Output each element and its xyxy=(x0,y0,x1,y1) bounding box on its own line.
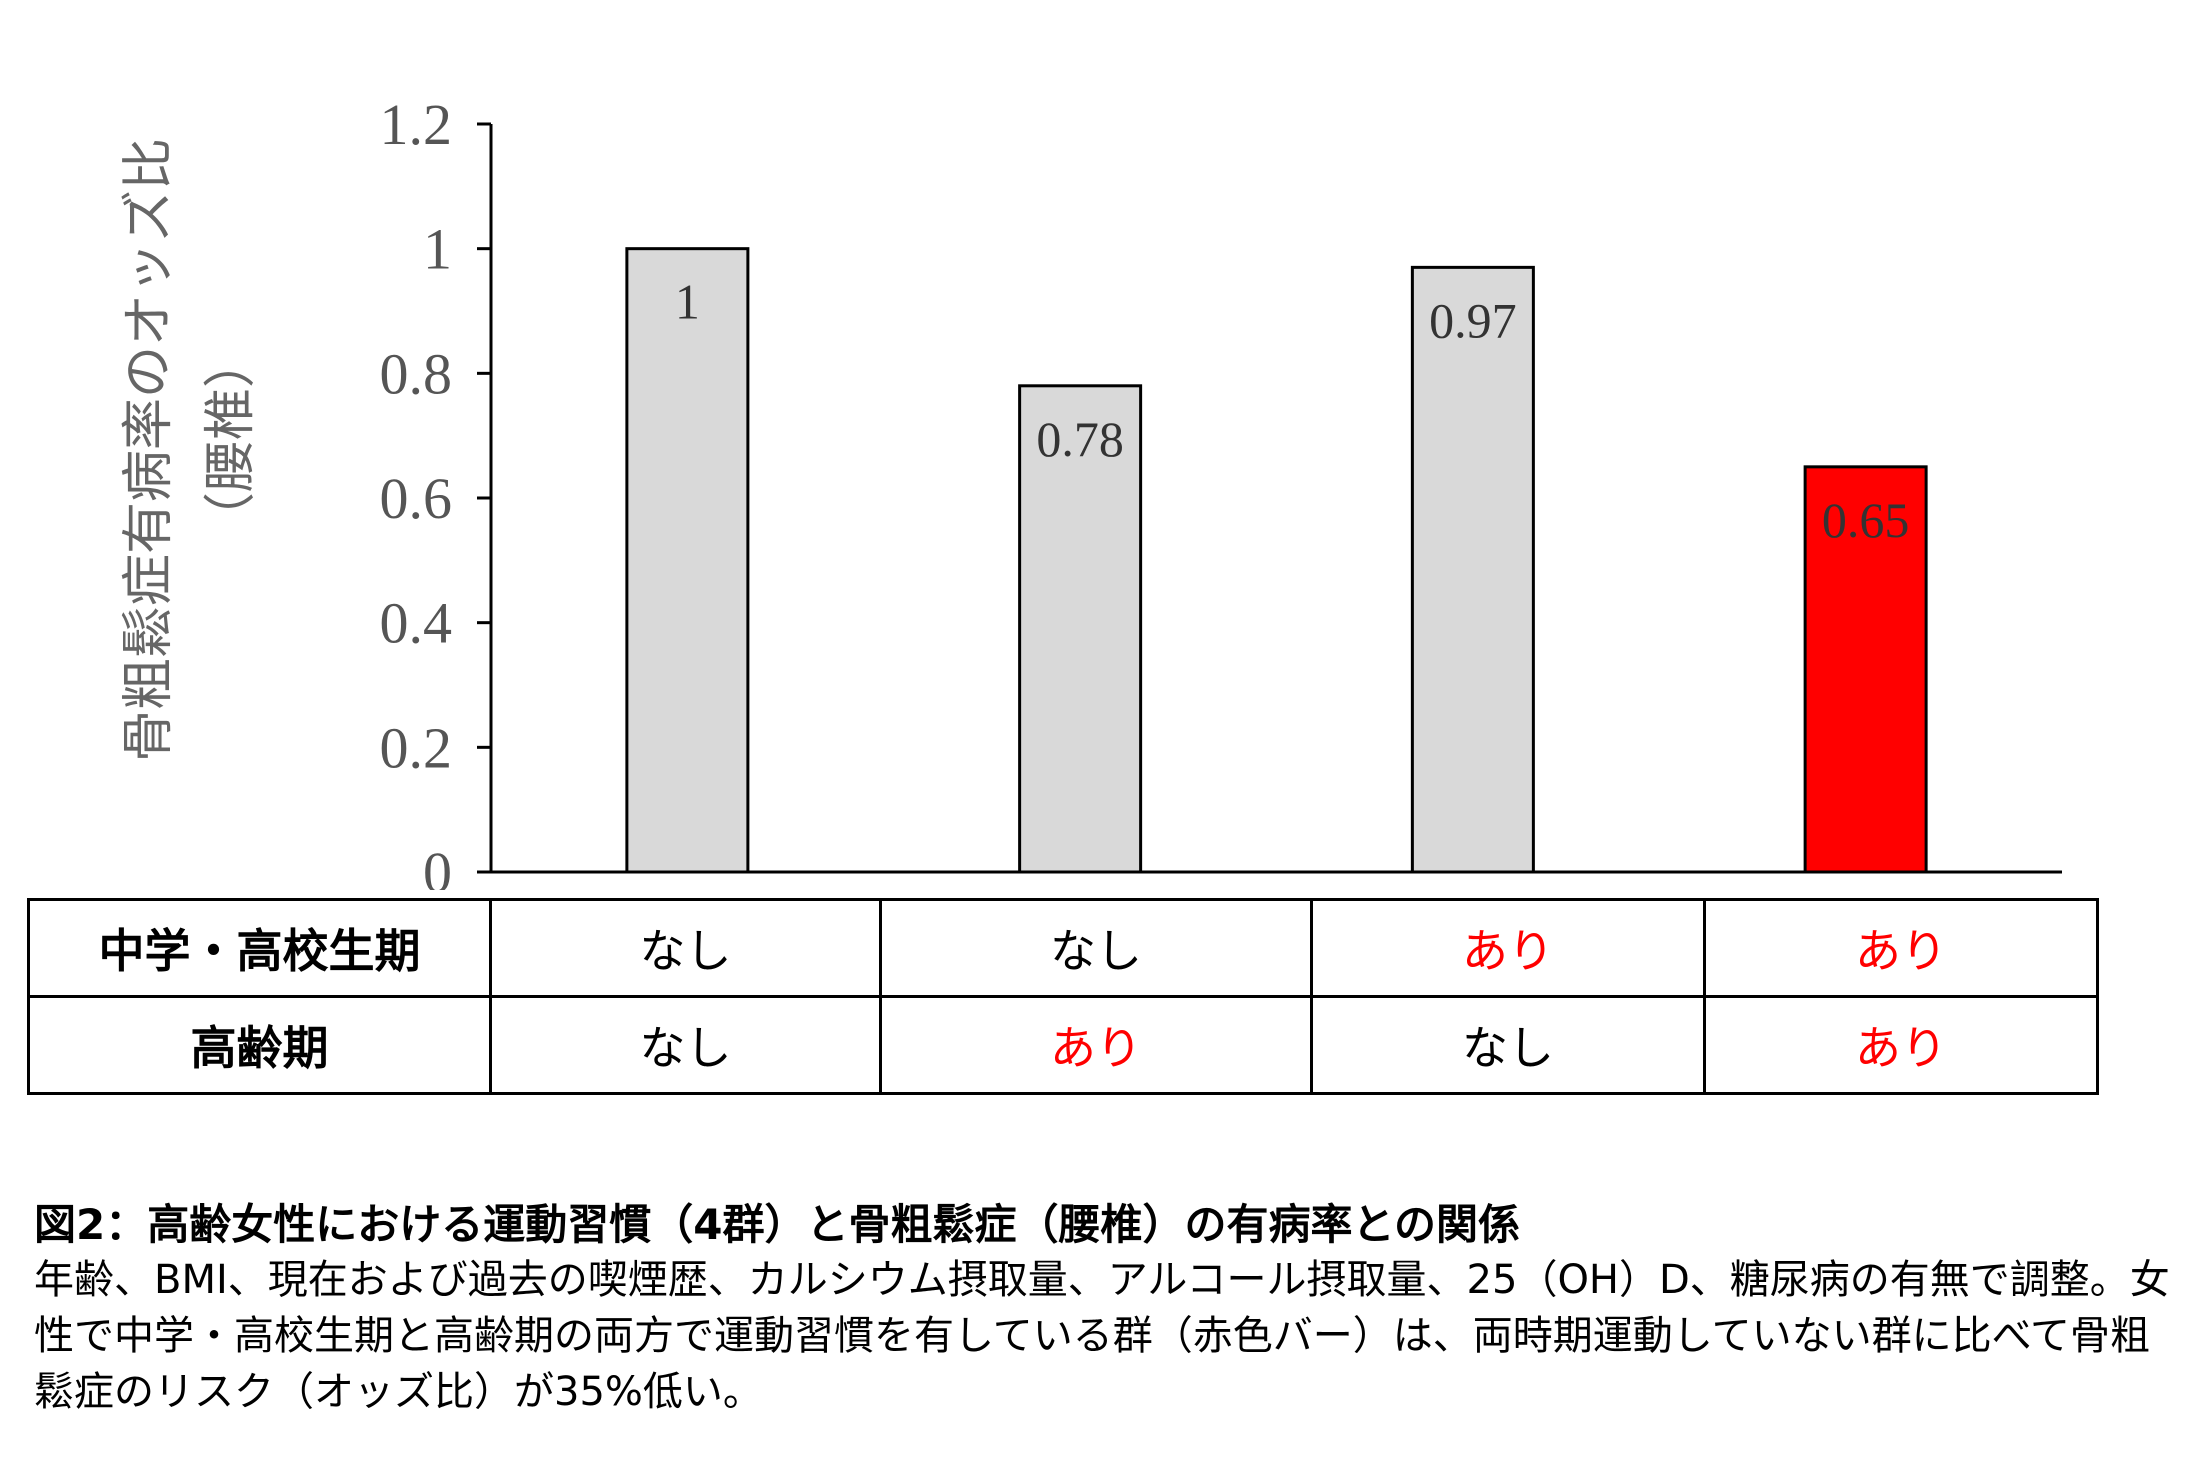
bar-chart: 骨粗鬆症有病率のオッズ比 （腰椎） 0 0.2 0.4 0.6 0.8 1 1.2 1 0.7… xyxy=(119,92,2062,890)
y-tick-label: 1 xyxy=(423,217,452,282)
table-cell: なし xyxy=(489,995,882,1095)
row-header-adolescence: 中学・高校生期 xyxy=(27,898,492,998)
table-cell: あり xyxy=(1310,898,1706,998)
table-cell: なし xyxy=(489,898,882,998)
table-row: 高齢期 なし あり なし あり xyxy=(27,995,2099,1095)
y-axis-label-sub: （腰椎） xyxy=(201,336,261,544)
table-cell: あり xyxy=(879,995,1313,1095)
y-axis-label: 骨粗鬆症有病率のオッズ比 xyxy=(119,138,179,762)
table-cell: あり xyxy=(1703,898,2099,998)
row-header-elderly: 高齢期 xyxy=(27,995,492,1095)
y-tick-label: 1.2 xyxy=(380,92,453,157)
caption-title: 図2：高齢女性における運動習慣（4群）と骨粗鬆症（腰椎）の有病率との関係 xyxy=(34,1200,1521,1249)
bar-value-label: 0.97 xyxy=(1429,292,1517,348)
y-tick-label: 0.8 xyxy=(380,341,453,406)
y-tick-label: 0.4 xyxy=(380,591,453,656)
table-cell: あり xyxy=(1703,995,2099,1095)
bar xyxy=(625,247,750,874)
table-row: 中学・高校生期 なし なし あり あり xyxy=(27,898,2099,998)
y-tick-label: 0.2 xyxy=(380,715,453,780)
bar-value-label: 0.78 xyxy=(1036,411,1124,467)
caption-body: 年齢、BMI、現在および過去の喫煙歴、カルシウム摂取量、アルコール摂取量、25（… xyxy=(34,1257,2170,1415)
table-cell: なし xyxy=(1310,995,1706,1095)
table-cell: なし xyxy=(879,898,1313,998)
condition-table: 中学・高校生期 なし なし あり あり 高齢期 なし あり なし あり xyxy=(27,898,2099,1095)
bar-value-label: 1 xyxy=(675,274,700,330)
figure-caption: 図2：高齢女性における運動習慣（4群）と骨粗鬆症（腰椎）の有病率との関係 年齢、… xyxy=(34,1198,2184,1420)
bar xyxy=(1803,465,1928,874)
y-tick-label: 0 xyxy=(423,840,452,890)
bar xyxy=(1410,265,1535,874)
y-tick-label: 0.6 xyxy=(380,466,453,531)
bar-value-label: 0.65 xyxy=(1822,492,1910,548)
